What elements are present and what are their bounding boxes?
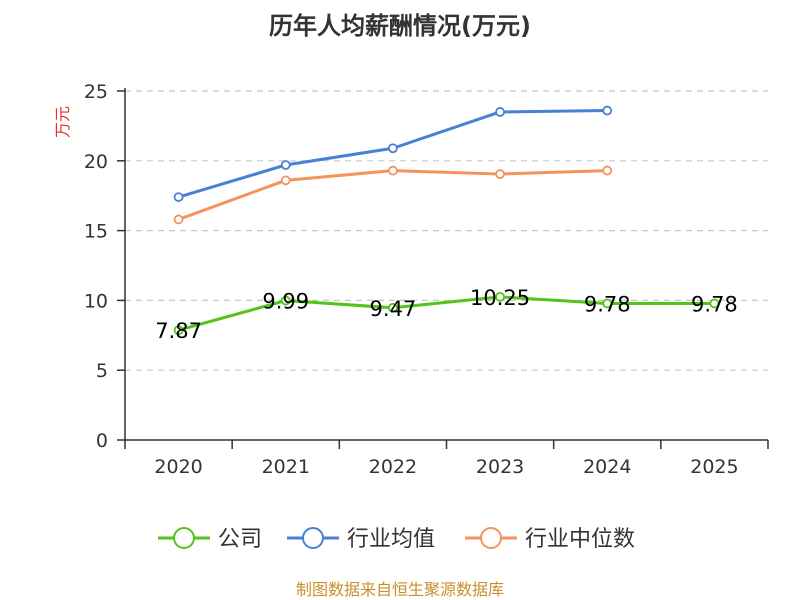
y-tick-label: 25 [84,81,108,103]
legend-entry-1: 行业均值 [287,527,435,552]
data-label: 9.47 [370,297,417,321]
data-point [495,292,505,302]
series-0 [173,292,720,336]
legend-label: 行业均值 [347,527,435,552]
data-label: 9.78 [584,292,631,316]
source-note: 制图数据来自恒生聚源数据库 [296,580,504,599]
x-tick-label: 2020 [154,456,202,478]
data-point [280,295,291,306]
legend-entry-2: 行业中位数 [465,527,635,552]
x-tick-label: 2022 [369,456,417,478]
data-point [602,165,613,176]
data-point [280,160,291,170]
data-point [173,192,184,202]
data-point [173,214,184,225]
x-tick-label: 2025 [690,456,738,478]
legend-label: 行业中位数 [525,527,635,552]
series-1 [173,105,613,202]
data-point [173,325,184,336]
data-point [388,302,398,313]
y-axis-label: 万元 [53,106,72,138]
x-tick-label: 2021 [262,456,310,478]
data-labels: 7.87 9.99 9.47 10.25 9.78 9.78 [155,286,738,343]
data-label: 10.25 [470,286,530,310]
data-point [388,143,398,154]
y-tick-label: 20 [84,151,108,173]
x-tick-label: 2023 [476,456,524,478]
series-group [173,105,720,336]
gridlines [125,90,768,371]
data-point [602,105,613,116]
y-tick-label: 15 [84,221,108,243]
data-point [495,107,505,117]
legend-entry-0: 公司 [158,527,262,552]
data-point [602,298,613,309]
data-label: 9.78 [691,292,738,316]
data-point [495,169,505,179]
legend-swatch-marker [302,527,324,549]
legend: 公司 行业均值 行业中位数 [158,527,635,552]
series-line-0 [178,295,715,332]
legend-label: 公司 [218,527,262,552]
legend-swatch-marker [480,527,502,549]
legend-swatch-marker [173,527,195,549]
series-2 [173,165,613,225]
y-tick-label: 5 [96,360,108,382]
y-tick-label: 0 [96,430,108,452]
data-point [388,165,398,176]
chart-title: 历年人均薪酬情况(万元) [269,12,531,40]
data-label: 7.87 [155,319,202,343]
data-point [280,175,291,186]
y-tick-label: 10 [84,290,108,312]
data-point [709,298,720,309]
data-label: 9.99 [262,290,309,314]
x-tick-label: 2024 [583,456,631,478]
series-line-1 [178,109,608,199]
